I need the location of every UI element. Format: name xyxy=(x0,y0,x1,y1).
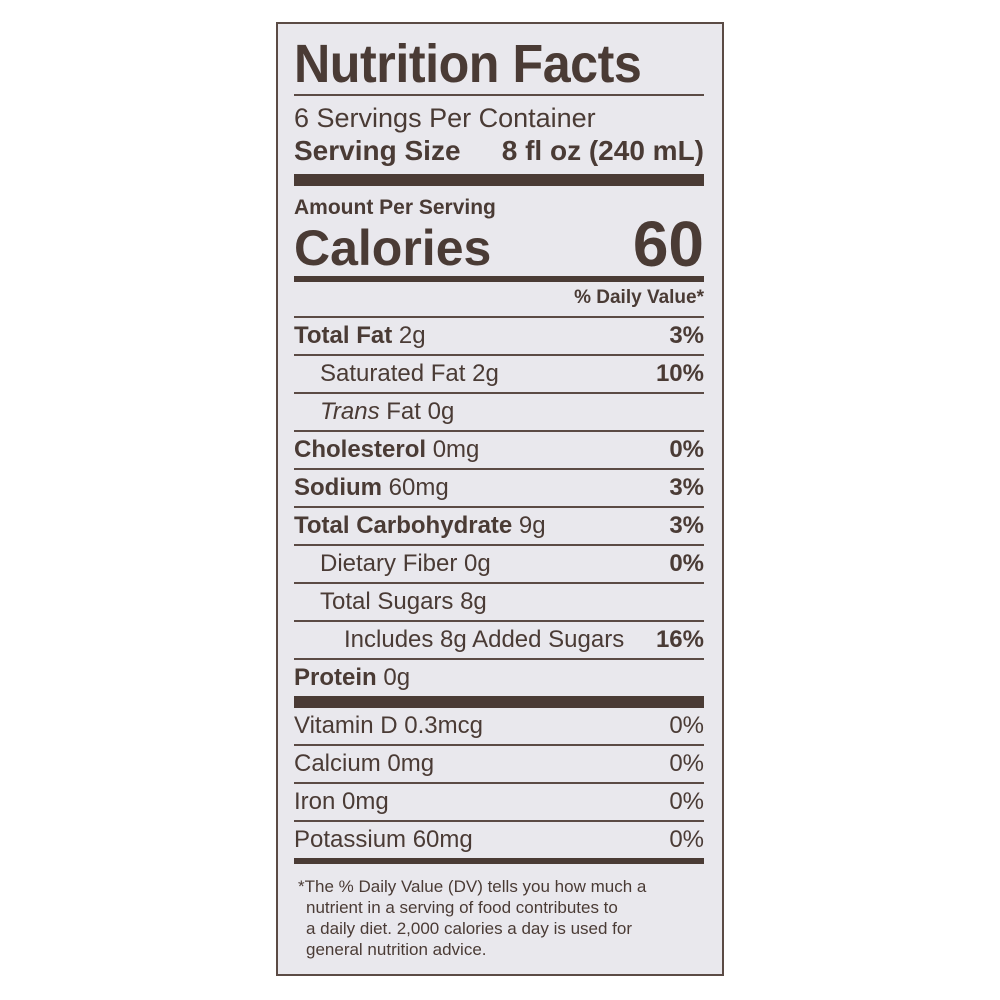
vitamin-row: Calcium 0mg 0% xyxy=(294,746,704,784)
calories-value: 60 xyxy=(632,208,704,280)
nutrient-amount: 60mg xyxy=(388,474,449,501)
nutrient-pct: 0% xyxy=(669,436,704,463)
nutrient-amount: 0g xyxy=(383,664,411,691)
nutrient-row-total-fat: Total Fat 2g 3% xyxy=(294,318,704,356)
divider xyxy=(294,94,704,96)
servings-per-container: 6 Servings Per Container xyxy=(294,103,596,133)
nutrient-name: Includes 8g Added Sugars xyxy=(344,626,625,653)
footnote: *The % Daily Value (DV) tells you how mu… xyxy=(294,864,704,960)
nutrient-amount: 2g xyxy=(472,360,499,387)
vitamin-pct: 0% xyxy=(669,712,704,739)
medium-divider xyxy=(294,276,704,282)
nutrient-pct: 16% xyxy=(655,626,704,653)
footnote-line: general nutrition advice. xyxy=(306,940,487,959)
thick-divider xyxy=(294,696,704,708)
vitamin-list: Vitamin D 0.3mcg 0% Calcium 0mg 0% Iron … xyxy=(294,708,704,858)
nutrient-amount: 8g xyxy=(460,588,487,615)
vitamin-pct: 0% xyxy=(669,788,704,815)
nutrient-name: Cholesterol xyxy=(294,436,427,463)
vitamin-row: Potassium 60mg 0% xyxy=(294,822,704,858)
calories-row: Calories 60 xyxy=(294,212,704,276)
nutrient-row-sodium: Sodium 60mg 3% xyxy=(294,470,704,508)
nutrient-name: Saturated Fat xyxy=(320,360,466,387)
nutrient-name: Sodium xyxy=(294,474,382,501)
label-title: Nutrition Facts xyxy=(294,34,642,94)
nutrient-list: Total Fat 2g 3% Saturated Fat 2g 10% Tra… xyxy=(294,318,704,696)
nutrient-amount: Fat 0g xyxy=(386,398,455,425)
nutrient-pct: 3% xyxy=(669,474,704,501)
vitamin-pct: 0% xyxy=(669,750,704,777)
nutrient-row-trans-fat: Trans Fat 0g xyxy=(294,394,704,432)
nutrient-row-added-sugars: Includes 8g Added Sugars 16% xyxy=(294,622,704,660)
nutrient-name: Total Carbohydrate xyxy=(294,512,513,539)
nutrient-pct: 3% xyxy=(669,512,704,539)
vitamin-pct: 0% xyxy=(669,826,704,853)
nutrient-amount: 0mg xyxy=(432,436,480,463)
serving-size-label: Serving Size xyxy=(294,135,461,166)
footnote-line: *The % Daily Value (DV) tells you how mu… xyxy=(298,877,647,896)
nutrient-name: Protein xyxy=(294,664,377,691)
divider xyxy=(294,316,704,318)
nutrient-amount: 9g xyxy=(518,512,546,539)
nutrient-row-saturated-fat: Saturated Fat 2g 10% xyxy=(294,356,704,394)
nutrient-row-protein: Protein 0g xyxy=(294,660,704,696)
nutrient-name: Dietary Fiber xyxy=(320,550,458,577)
nutrient-name: Trans xyxy=(320,398,380,425)
nutrient-amount: 0g xyxy=(464,550,491,577)
amount-per-serving: Amount Per Serving xyxy=(294,196,496,219)
footnote-line: a daily diet. 2,000 calories a day is us… xyxy=(306,919,633,938)
vitamin-text: Calcium 0mg xyxy=(294,750,435,777)
nutrient-row-dietary-fiber: Dietary Fiber 0g 0% xyxy=(294,546,704,584)
vitamin-text: Iron 0mg xyxy=(294,788,389,815)
vitamin-row: Vitamin D 0.3mcg 0% xyxy=(294,708,704,746)
nutrient-name: Total Sugars xyxy=(320,588,454,615)
nutrient-pct: 0% xyxy=(669,550,704,577)
footnote-line: nutrient in a serving of food contribute… xyxy=(306,898,618,917)
nutrient-pct: 10% xyxy=(655,360,704,387)
vitamin-text: Vitamin D 0.3mcg xyxy=(294,712,483,739)
medium-divider xyxy=(294,858,704,864)
calories-label: Calories xyxy=(294,220,492,276)
nutrient-row-cholesterol: Cholesterol 0mg 0% xyxy=(294,432,704,470)
nutrient-pct: 3% xyxy=(669,322,704,349)
serving-size-value: 8 fl oz (240 mL) xyxy=(501,135,704,166)
vitamin-row: Iron 0mg 0% xyxy=(294,784,704,822)
nutrient-name: Total Fat xyxy=(294,322,393,349)
nutrient-row-total-sugars: Total Sugars 8g xyxy=(294,584,704,622)
nutrient-row-total-carbohydrate: Total Carbohydrate 9g 3% xyxy=(294,508,704,546)
vitamin-text: Potassium 60mg xyxy=(294,826,473,853)
thick-divider xyxy=(294,174,704,186)
serving-size-row: Serving Size 8 fl oz (240 mL) xyxy=(294,134,704,168)
nutrient-amount: 2g xyxy=(398,322,426,349)
daily-value-header: % Daily Value* xyxy=(574,287,704,308)
nutrition-facts-label: Nutrition Facts 6 Servings Per Container… xyxy=(276,22,724,976)
